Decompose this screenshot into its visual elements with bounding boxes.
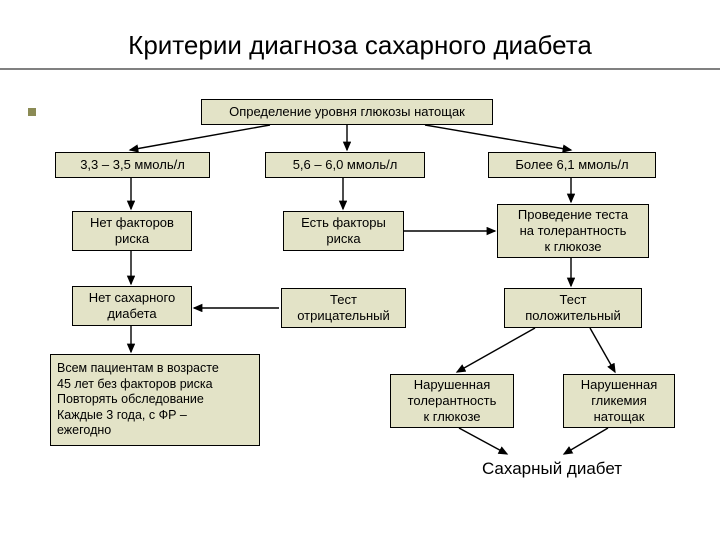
node-nodm: Нет сахарногодиабета	[72, 286, 192, 326]
node-norisk: Нет факторовриска	[72, 211, 192, 251]
bullet	[28, 108, 36, 116]
edge-13	[459, 428, 507, 454]
edge-12	[590, 328, 615, 372]
node-igt: Нарушеннаятолерантностьк глюкозе	[390, 374, 514, 428]
node-range2: 5,6 – 6,0 ммоль/л	[265, 152, 425, 178]
diabetes-label: Сахарный диабет	[442, 458, 662, 480]
node-top: Определение уровня глюкозы натощак	[201, 99, 493, 125]
node-ifg: Нарушеннаягликемиянатощак	[563, 374, 675, 428]
edge-1	[130, 125, 270, 150]
node-risk: Есть факторыриска	[283, 211, 404, 251]
title-underline	[0, 68, 720, 70]
node-range1: 3,3 – 3,5 ммоль/л	[55, 152, 210, 178]
edge-2	[425, 125, 571, 150]
node-pos: Тестположительный	[504, 288, 642, 328]
edge-14	[564, 428, 608, 454]
node-neg: Тестотрицательный	[281, 288, 406, 328]
node-advice: Всем пациентам в возрасте45 лет без факт…	[50, 354, 260, 446]
edge-11	[457, 328, 535, 372]
page-title: Критерии диагноза сахарного диабета	[0, 30, 720, 61]
node-test: Проведение тестана толерантностьк глюкоз…	[497, 204, 649, 258]
node-range3: Более 6,1 ммоль/л	[488, 152, 656, 178]
